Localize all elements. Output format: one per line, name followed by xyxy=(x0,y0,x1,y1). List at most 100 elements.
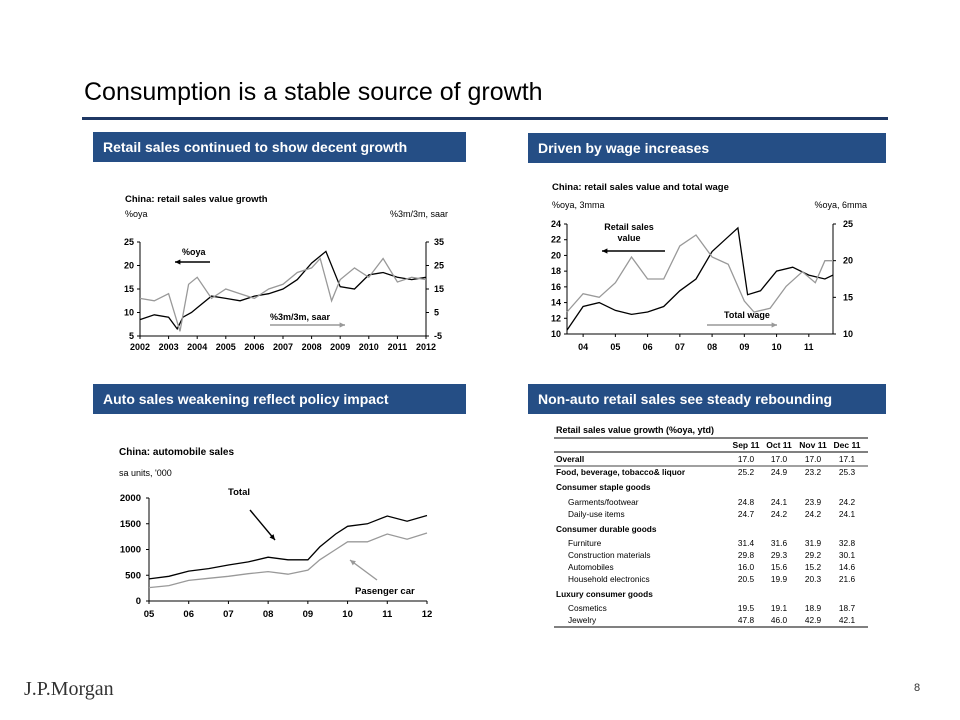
panel-header-wage: Driven by wage increases xyxy=(528,133,886,163)
chart2-x-tick-label: 10 xyxy=(772,342,782,352)
title-rule xyxy=(82,117,888,120)
table-cell: 18.7 xyxy=(839,603,856,613)
chart3-annotation-total-arrow-head xyxy=(269,534,275,540)
table-cell: 24.2 xyxy=(771,509,788,519)
table-cell: 21.6 xyxy=(839,574,856,584)
chart2-left-tick-label: 24 xyxy=(551,219,561,229)
table-row-label: Luxury consumer goods xyxy=(556,589,653,599)
chart3-annotation-passenger-arrow-head xyxy=(350,560,356,566)
table-cell: 19.1 xyxy=(771,603,788,613)
table-cell: 42.1 xyxy=(839,615,856,625)
table-cell: 17.0 xyxy=(805,454,822,464)
table-cell: 23.9 xyxy=(805,497,822,507)
chart2-x-tick-label: 11 xyxy=(804,342,814,352)
table-row-label: Consumer staple goods xyxy=(556,482,651,492)
chart3-plot: 0 500 1000 1500 2000 05 06 07 08 09 10 11 12 Total Pas… xyxy=(120,487,432,620)
chart1-right-axis-label: %3m/3m, saar xyxy=(390,209,448,219)
table-row-label: Construction materials xyxy=(568,550,651,560)
table-cell: 47.8 xyxy=(738,615,755,625)
table-row-label: Automobiles xyxy=(568,562,614,572)
chart3-x-tick-label: 09 xyxy=(303,609,314,620)
table-row-label: Household electronics xyxy=(568,574,650,584)
chart1-annotation-saar-arrow-head xyxy=(339,322,345,328)
table-cell: 32.8 xyxy=(839,538,856,548)
table-column-header: Sep 11 xyxy=(733,440,760,450)
retail-sales-growth-table: Retail sales value growth (%oya, ytd) Sep… xyxy=(554,425,868,628)
table-cell: 42.9 xyxy=(805,615,822,625)
chart2-x-tick-label: 08 xyxy=(707,342,717,352)
chart3-y-tick-label: 1000 xyxy=(120,545,141,556)
table-cell: 31.6 xyxy=(771,538,788,548)
chart3-y-tick-label: 2000 xyxy=(120,493,141,504)
chart-retail-sales-and-wage: China: retail sales value and total wage… xyxy=(551,182,867,352)
chart1-x-tick-label: 2005 xyxy=(216,342,236,352)
chart1-right-tick-label: 25 xyxy=(434,261,444,271)
page-number: 8 xyxy=(914,682,921,694)
chart2-series-line xyxy=(566,226,834,331)
table-cell: 29.2 xyxy=(805,550,822,560)
table-cell: 30.1 xyxy=(839,550,856,560)
chart1-x-tick-label: 2008 xyxy=(302,342,322,352)
table-title: Retail sales value growth (%oya, ytd) xyxy=(556,425,714,435)
table-column-header: Nov 11 xyxy=(799,440,827,450)
chart1-title: China: retail sales value growth xyxy=(125,194,268,205)
chart3-annotation-passenger-arrow-line xyxy=(349,559,378,581)
chart1-annotation-oya-arrow-head xyxy=(175,259,181,265)
chart1-left-tick-label: 25 xyxy=(124,237,134,247)
table-cell: 25.3 xyxy=(839,467,856,477)
chart2-annotation-retail: Retail sales value xyxy=(604,222,654,243)
chart2-left-tick-label: 12 xyxy=(551,313,561,323)
jpmorgan-logo: J.P.Morgan xyxy=(24,678,114,700)
panel-header-non-auto: Non-auto retail sales see steady rebound… xyxy=(528,384,886,414)
chart2-annotation-wage: Total wage xyxy=(724,310,770,320)
chart1-x-tick-label: 2004 xyxy=(187,342,207,352)
chart2-right-tick-label: 20 xyxy=(843,256,853,266)
chart1-x-tick-label: 2012 xyxy=(416,342,436,352)
table-row-label: Daily-use items xyxy=(568,509,625,519)
chart3-y-tick-label: 500 xyxy=(125,570,141,581)
chart2-x-tick-label: 09 xyxy=(739,342,749,352)
table-cell: 19.5 xyxy=(738,603,755,613)
table-cell: 24.7 xyxy=(738,509,755,519)
table-cell: 31.9 xyxy=(805,538,822,548)
chart3-x-tick-label: 07 xyxy=(223,609,234,620)
table-cell: 20.3 xyxy=(805,574,822,584)
chart2-right-tick-label: 25 xyxy=(843,219,853,229)
chart1-series-line xyxy=(139,257,427,332)
table-cell: 17.0 xyxy=(738,454,755,464)
chart1-left-tick-label: 10 xyxy=(124,308,134,318)
slide-title: Consumption is a stable source of growth xyxy=(84,78,543,106)
table-cell: 15.6 xyxy=(771,562,788,572)
chart3-y-tick-label: 1500 xyxy=(120,519,141,530)
chart1-x-tick-label: 2009 xyxy=(330,342,350,352)
chart-automobile-sales: China: automobile sales sa units, '000 0… xyxy=(119,447,432,620)
chart2-series-line xyxy=(566,234,833,313)
table-row-label: Consumer durable goods xyxy=(556,524,657,534)
table-cell: 16.0 xyxy=(738,562,755,572)
chart3-y-axis-label: sa units, '000 xyxy=(119,468,172,478)
chart2-annotation-wage-arrow-head xyxy=(771,322,777,328)
chart3-y-tick-label: 0 xyxy=(136,596,141,607)
chart2-right-tick-label: 15 xyxy=(843,292,853,302)
table-cell: 14.6 xyxy=(839,562,856,572)
chart1-annotation-oya: %oya xyxy=(182,247,207,257)
chart1-right-tick-label: 35 xyxy=(434,237,444,247)
table-row-label: Jewelry xyxy=(568,615,597,625)
table-row-label: Garments/footwear xyxy=(568,497,639,507)
table-cell: 24.8 xyxy=(738,497,755,507)
chart2-title: China: retail sales value and total wage xyxy=(552,182,729,193)
chart2-annotation-retail-arrow-head xyxy=(602,248,608,254)
chart3-x-tick-label: 11 xyxy=(382,609,393,620)
chart1-x-tick-label: 2010 xyxy=(359,342,379,352)
table-column-header: Dec 11 xyxy=(834,440,861,450)
panel-header-auto-sales: Auto sales weakening reflect policy impa… xyxy=(93,384,466,414)
table-row-label: Food, beverage, tobacco& liquor xyxy=(556,467,686,477)
chart2-plot: 10 12 14 16 18 20 22 24 10 15 20 25 04 05 06 07 08 09 10 11… xyxy=(551,219,853,352)
chart1-right-tick-label: -5 xyxy=(434,331,442,341)
table-cell: 24.9 xyxy=(771,467,788,477)
chart3-annotation-total-arrow-line xyxy=(249,509,276,541)
chart1-annotation-saar: %3m/3m, saar xyxy=(270,312,331,322)
table-cell: 31.4 xyxy=(738,538,755,548)
table-cell: 19.9 xyxy=(771,574,788,584)
table-row-label: Cosmetics xyxy=(568,603,607,613)
